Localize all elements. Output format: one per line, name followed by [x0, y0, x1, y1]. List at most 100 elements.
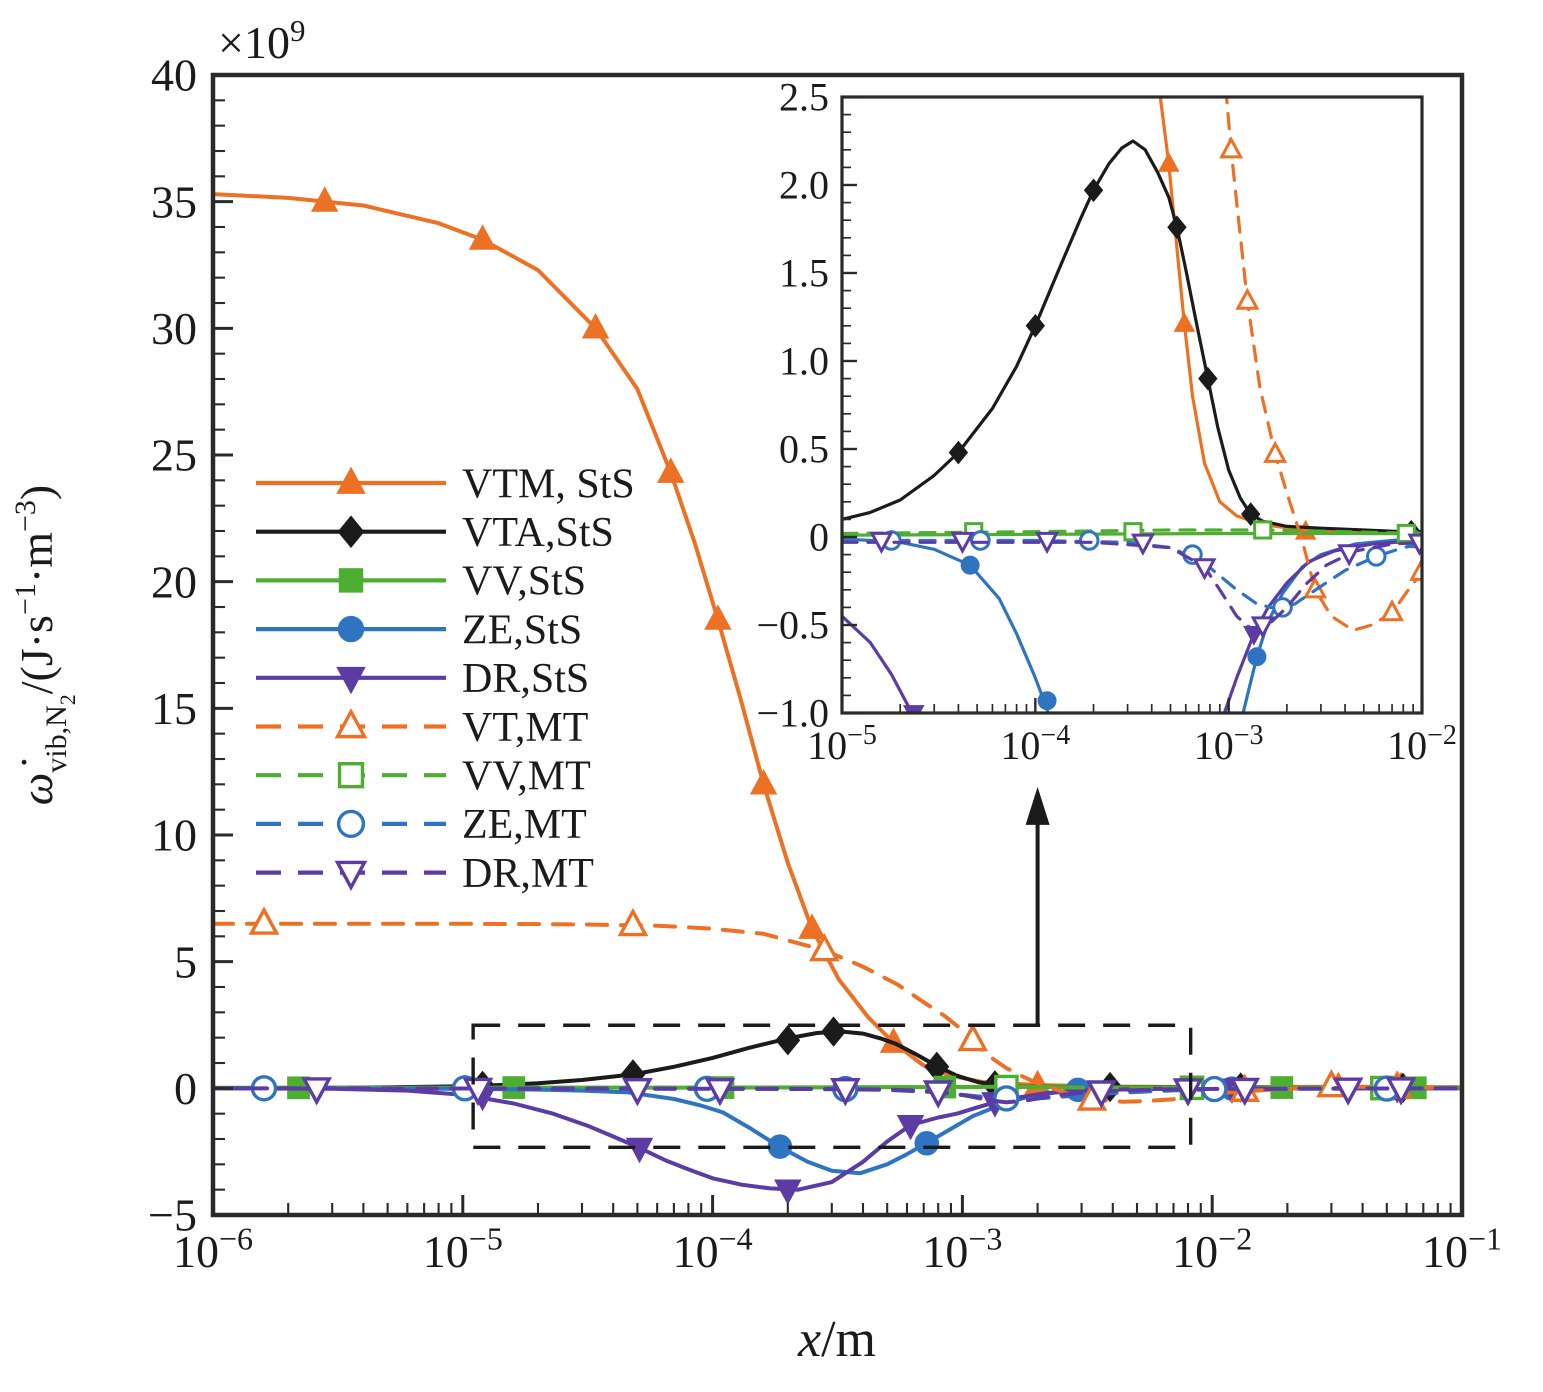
x-tick-label: 10−4 — [1000, 720, 1070, 768]
main-axes-frame — [210, 72, 1465, 1218]
chart-inset: 2.5 2.0 1.5 1.0 0.5 0 −0.5 −1.010−5 10−4 10−3 10−2 — [756, 75, 1457, 768]
legend-label: VV,StS — [462, 559, 586, 605]
legend-item-VT_MT: VT,MT — [256, 705, 588, 751]
marker-diamond — [1025, 313, 1046, 338]
marker-triangle-down — [1086, 1080, 1117, 1109]
x-tick-label: 10−3 — [1194, 720, 1264, 768]
marker-triangle-down — [704, 1078, 736, 1107]
marker-square — [337, 762, 365, 789]
marker-triangle-up — [657, 457, 685, 483]
x-tick-label: 10−4 — [673, 1221, 753, 1277]
marker-triangle-up — [468, 224, 497, 250]
marker-diamond — [775, 1025, 801, 1056]
marker-triangle-down — [950, 531, 975, 555]
y-tick-label: −0.5 — [756, 603, 829, 648]
y-tick-label: 0 — [174, 1063, 197, 1114]
y-tick-label: 0 — [809, 515, 829, 560]
y-tick-label: 10 — [151, 810, 197, 861]
marker-triangle-up — [704, 604, 732, 630]
marker-triangle-down — [1337, 544, 1362, 567]
marker-triangle-down — [1407, 533, 1422, 556]
marker-triangle-up — [334, 708, 368, 739]
marker-triangle-down — [869, 531, 894, 555]
series-DR_MT-line — [213, 1086, 1462, 1105]
legend-item-DR_StS: DR,StS — [256, 656, 589, 702]
legend-label: VV,MT — [462, 753, 591, 799]
marker-triangle-down — [1229, 1077, 1261, 1107]
marker-circle — [1366, 546, 1387, 567]
legend-label: DR,StS — [462, 656, 589, 702]
legend-item-VTA_StS: VTA,StS — [256, 510, 614, 556]
marker-diamond — [1198, 366, 1218, 391]
marker-triangle-down — [462, 1077, 494, 1107]
marker-square — [1253, 520, 1273, 540]
x-axis-label: x/m — [797, 1311, 876, 1368]
marker-circle — [970, 530, 991, 551]
marker-circle — [960, 555, 980, 575]
y-tick-label: 0.5 — [779, 427, 829, 472]
y-tick-label: 2.5 — [779, 75, 829, 120]
y-tick-label: 25 — [151, 430, 197, 481]
marker-triangle-up — [581, 313, 610, 339]
marker-triangle-down — [301, 1077, 333, 1106]
marker-circle — [767, 1134, 793, 1159]
marker-triangle-down — [1172, 1078, 1204, 1107]
legend-label: DR,MT — [462, 851, 594, 897]
main-ticks — [211, 73, 1464, 1217]
y-tick-label: 20 — [151, 556, 197, 607]
x-tick-label: 10−2 — [1172, 1221, 1252, 1277]
marker-triangle-down — [622, 1078, 653, 1107]
y-tick-label: 35 — [151, 176, 197, 227]
marker-circle — [1037, 691, 1057, 711]
main-series-layer — [213, 186, 1462, 1205]
marker-triangle-up — [336, 466, 366, 494]
y-tick-label: 1.5 — [779, 251, 829, 296]
series-DR_StS-line — [213, 1086, 1462, 1192]
marker-triangle-up — [749, 769, 778, 795]
marker-triangle-down — [336, 666, 366, 695]
y-tick-label: 5 — [174, 936, 197, 987]
marker-triangle-down — [1332, 1077, 1364, 1106]
marker-triangle-down — [774, 1179, 802, 1205]
inset-axes-frame — [840, 95, 1424, 715]
legend-item-VTM_StS: VTM, StS — [256, 461, 635, 507]
marker-triangle-down — [896, 1114, 925, 1141]
y-tick-label: 15 — [151, 683, 197, 734]
series-VT_MT-line — [213, 921, 1462, 1104]
marker-triangle-up — [310, 186, 339, 212]
marker-triangle-up — [957, 1022, 989, 1052]
y-axis-label: ω̇vib,N2/(J·s−1·m−3) — [9, 485, 80, 806]
legend-item-ZE_StS: ZE,StS — [256, 607, 582, 653]
marker-triangle-up — [1158, 151, 1180, 172]
inset-series-layer — [842, 97, 1422, 713]
series-VV_MT-markers — [964, 520, 1416, 544]
marker-triangle-down — [1385, 1077, 1417, 1106]
x-tick-label: 10−5 — [423, 1221, 503, 1277]
legend-label: ZE,MT — [462, 802, 587, 848]
marker-triangle-up — [1235, 287, 1260, 310]
marker-circle — [336, 809, 366, 839]
marker-circle — [914, 1131, 940, 1156]
legend-item-VV_MT: VV,MT — [256, 753, 591, 799]
main-tick-labels: 40 35 30 25 20 15 10 5 0 −510−6 10−5 10−4 10−3 10−2 10… — [148, 50, 1502, 1277]
y-tick-label: 1.0 — [779, 339, 829, 384]
generated-chart-layers: 40 35 30 25 20 15 10 5 0 −510−6 10−5 10−4 10−3 10−2 10… — [148, 50, 1502, 1277]
marker-triangle-down — [1130, 533, 1155, 556]
series-DR_MT-markers — [869, 531, 1422, 639]
marker-triangle-down — [830, 1078, 861, 1107]
marker-triangle-down — [902, 705, 925, 713]
marker-triangle-down — [334, 860, 368, 892]
series-DR_MT-markers — [301, 1077, 1417, 1109]
x-tick-label: 10−3 — [922, 1221, 1002, 1277]
x-tick-label: 10−1 — [1422, 1221, 1502, 1277]
x-tick-label: 10−2 — [1387, 720, 1457, 768]
legend-item-VV_StS: VV,StS — [256, 559, 586, 605]
marker-circle — [993, 1085, 1020, 1112]
series-VTA_StS-markers — [948, 178, 1421, 544]
series-VV_MT-line — [842, 528, 1422, 536]
marker-triangle-up — [808, 932, 840, 962]
x-tick-label: 10−5 — [807, 720, 877, 768]
inset-ticks — [840, 95, 1424, 715]
marker-circle — [337, 615, 365, 643]
legend-item-DR_MT: DR,MT — [256, 851, 594, 897]
